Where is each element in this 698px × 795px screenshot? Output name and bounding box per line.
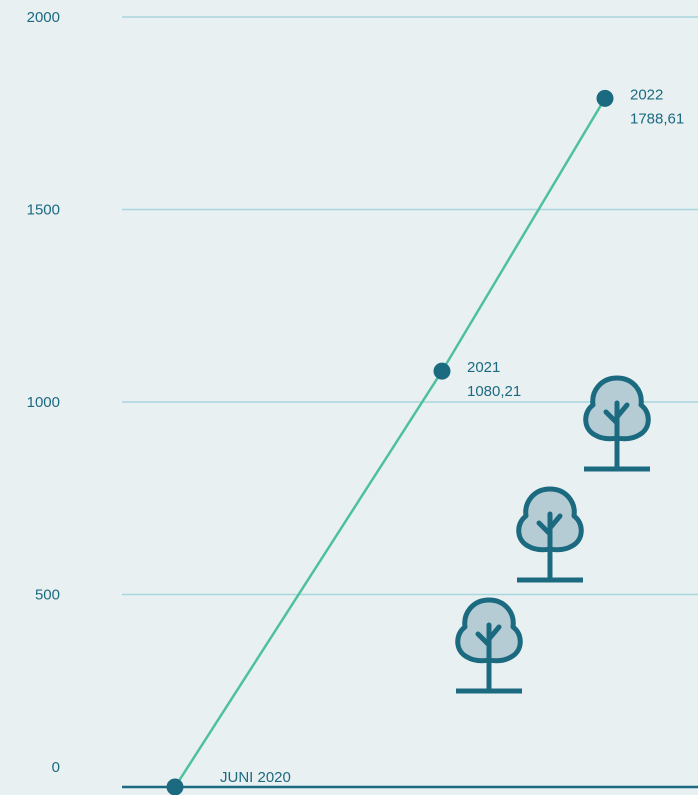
data-point [434, 363, 451, 380]
data-value-label: 1788,61 [630, 110, 684, 127]
data-point [167, 779, 184, 795]
y-tick-label: 1500 [27, 202, 60, 219]
data-label: 2021 [467, 359, 500, 376]
tree-icon [456, 600, 522, 691]
y-tick-label: 0 [52, 759, 60, 776]
y-tick-label: 1000 [27, 394, 60, 411]
data-value-label: 1080,21 [467, 383, 521, 400]
tree-decorations [456, 378, 650, 691]
y-tick-label: 2000 [27, 9, 60, 26]
series-line [175, 98, 605, 787]
tree-icon [584, 378, 650, 469]
tree-icon [517, 489, 583, 580]
data-label: 2022 [630, 86, 663, 103]
y-axis-ticks: 0 500 1000 1500 2000 [27, 9, 60, 776]
y-tick-label: 500 [35, 587, 60, 604]
data-label: JUNI 2020 [220, 769, 291, 786]
data-point [597, 90, 614, 107]
